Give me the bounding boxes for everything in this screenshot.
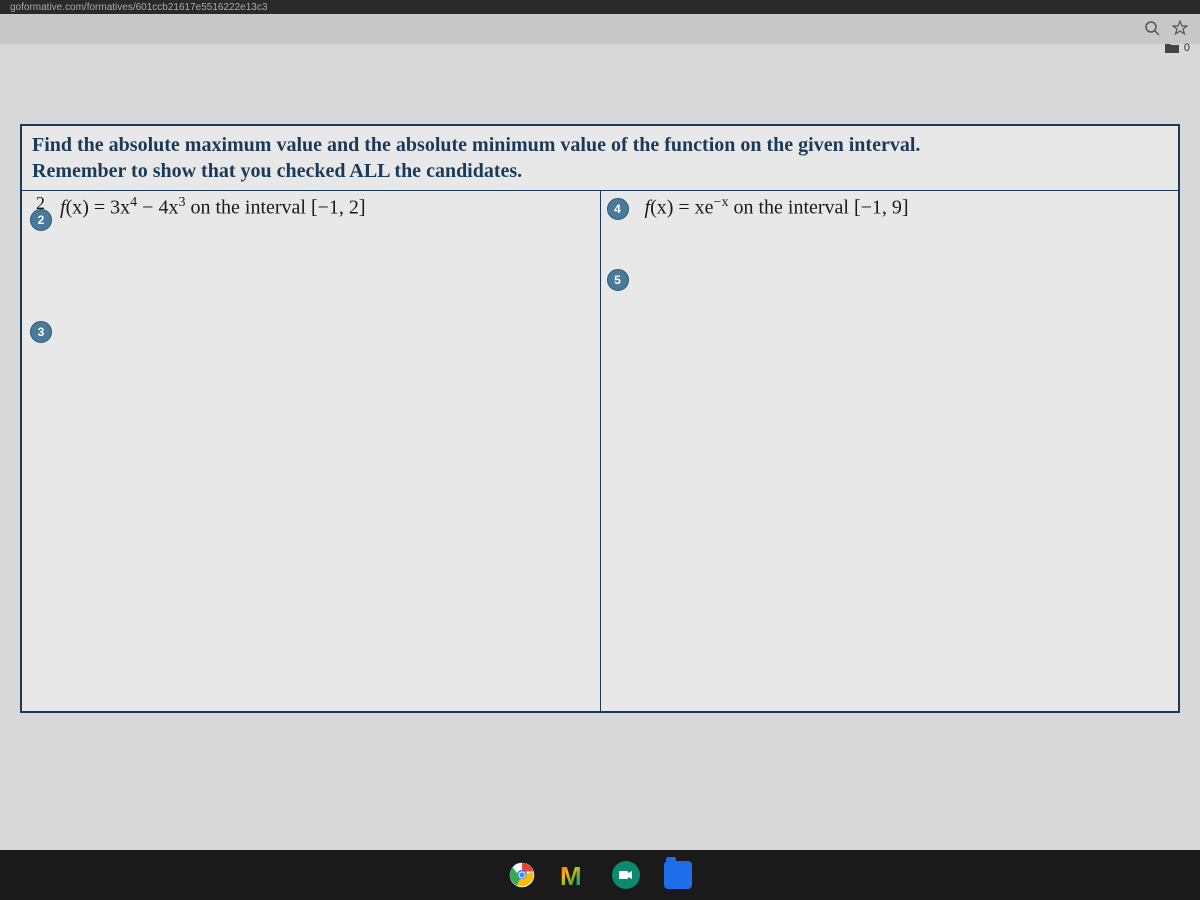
worksheet-container: Find the absolute maximum value and the … <box>20 124 1180 713</box>
browser-toolbar: 0 <box>0 14 1200 44</box>
problem-column-left: 2 2 3 f(x) = 3x4 − 4x3 on the interval [… <box>22 191 601 711</box>
search-icon[interactable] <box>1144 20 1160 41</box>
problem-column-right: 4 5 f(x) = xe−x on the interval [−1, 9] <box>601 191 1179 711</box>
video-call-icon[interactable] <box>610 859 642 891</box>
instruction-line-1: Find the absolute maximum value and the … <box>32 134 920 156</box>
annotation-badge-4[interactable]: 4 <box>607 198 629 220</box>
page-content: Find the absolute maximum value and the … <box>0 44 1200 850</box>
problem-4-text: f(x) = xe−x on the interval [−1, 9] <box>645 195 1169 220</box>
url-fragment: goformative.com/formatives/601ccb21617e5… <box>10 2 267 13</box>
browser-chrome-bar: goformative.com/formatives/601ccb21617e5… <box>0 0 1200 14</box>
windows-taskbar: M <box>0 850 1200 900</box>
annotation-badge-2[interactable]: 2 <box>30 209 52 231</box>
problems-row: 2 2 3 f(x) = 3x4 − 4x3 on the interval [… <box>22 191 1178 711</box>
annotation-badge-5[interactable]: 5 <box>607 269 629 291</box>
worksheet-instructions: Find the absolute maximum value and the … <box>22 126 1178 191</box>
file-explorer-icon[interactable] <box>662 859 694 891</box>
star-icon[interactable] <box>1172 20 1188 41</box>
notification-badge: 0 <box>1184 42 1190 54</box>
instruction-line-2: Remember to show that you checked ALL th… <box>32 160 522 182</box>
chrome-icon[interactable] <box>506 859 538 891</box>
annotation-badge-3[interactable]: 3 <box>30 321 52 343</box>
folder-small-icon <box>1164 42 1180 54</box>
gmail-icon[interactable]: M <box>558 859 590 891</box>
problem-2-text: f(x) = 3x4 − 4x3 on the interval [−1, 2] <box>60 195 590 220</box>
